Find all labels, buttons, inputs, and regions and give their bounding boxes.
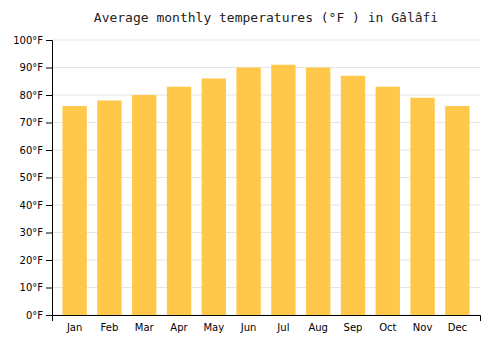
x-tick-label: Aug [308, 322, 328, 333]
bar [62, 106, 86, 315]
x-tick-label: Sep [344, 322, 363, 333]
bar [202, 79, 226, 316]
bar [341, 76, 365, 315]
y-tick-label: 60°F [20, 145, 44, 156]
y-tick-label: 100°F [13, 35, 43, 46]
bar [271, 65, 295, 315]
y-tick: 10°F [20, 282, 52, 293]
y-axis: 0°F 10°F 20°F 30°F 40°F 50°F 60°F 70°F 80°F 90°F 1… [13, 35, 52, 321]
y-tick: 70°F [20, 117, 52, 128]
bar [306, 68, 330, 316]
chart: 0°F 10°F 20°F 30°F 40°F 50°F 60°F 70°F 80°F 90°F 1… [0, 0, 500, 350]
y-tick: 100°F [13, 35, 52, 46]
y-tick: 0°F [26, 310, 52, 321]
y-tick: 40°F [20, 200, 52, 211]
x-tick: Sep [344, 322, 363, 333]
y-tick: 80°F [20, 90, 52, 101]
x-tick: Mar [135, 322, 155, 333]
y-tick-mark [46, 315, 52, 316]
bars [62, 65, 469, 315]
bar [236, 68, 260, 316]
y-tick: 50°F [20, 172, 52, 183]
y-tick-mark [46, 68, 52, 69]
x-tick: Dec [448, 322, 467, 333]
y-tick-label: 40°F [20, 200, 44, 211]
x-tick: Feb [101, 322, 119, 333]
bar [132, 95, 156, 315]
y-tick-mark [46, 40, 52, 41]
y-tick-label: 0°F [26, 310, 43, 321]
grid-line [52, 67, 480, 68]
y-tick-label: 50°F [20, 172, 44, 183]
x-tick-label: May [203, 322, 224, 333]
y-tick: 30°F [20, 227, 52, 238]
bar [445, 106, 469, 315]
y-tick-label: 30°F [20, 227, 44, 238]
x-tick-label: Dec [448, 322, 467, 333]
y-tick-mark [46, 233, 52, 234]
y-tick-mark [46, 123, 52, 124]
title: Average monthly temperatures (°F ) in Gâ… [94, 10, 438, 25]
x-tick: Jun [240, 322, 257, 333]
x-tick: May [203, 322, 224, 333]
y-tick-label: 10°F [20, 282, 44, 293]
y-tick-mark [46, 150, 52, 151]
x-tick: Aug [308, 322, 328, 333]
plot: 0°F 10°F 20°F 30°F 40°F 50°F 60°F 70°F 80°F 90°F 1… [13, 35, 480, 333]
bar [410, 98, 434, 315]
x-tick: Jul [276, 322, 289, 333]
x-tick-label: Jul [276, 322, 289, 333]
x-axis-line [53, 316, 481, 322]
x-tick-label: Nov [413, 322, 433, 333]
grid-line [52, 40, 480, 41]
y-tick: 20°F [20, 255, 52, 266]
x-tick: Apr [170, 322, 188, 333]
y-tick-mark [46, 178, 52, 179]
x-tick-label: Oct [379, 322, 396, 333]
y-tick-label: 80°F [20, 90, 44, 101]
grid [52, 40, 480, 315]
y-tick-mark [46, 260, 52, 261]
y-tick: 60°F [20, 145, 52, 156]
y-tick-label: 70°F [20, 117, 44, 128]
bar [167, 87, 191, 315]
y-tick-label: 90°F [20, 62, 44, 73]
grid-line [52, 95, 480, 96]
y-axis-line [46, 41, 53, 316]
x-tick-label: Feb [101, 322, 119, 333]
x-tick-label: Jun [240, 322, 257, 333]
x-tick-label: Apr [170, 322, 188, 333]
y-tick-mark [46, 205, 52, 206]
x-axis: Jan Feb Mar Apr May Jun Jul Aug Sep Oct Nov Dec [53, 316, 481, 334]
x-tick: Jan [66, 322, 82, 333]
x-tick: Oct [379, 322, 396, 333]
x-tick-label: Jan [66, 322, 82, 333]
x-tick: Nov [413, 322, 433, 333]
bar [376, 87, 400, 315]
y-tick: 90°F [20, 62, 52, 73]
bar [97, 101, 121, 316]
y-tick-mark [46, 288, 52, 289]
y-tick-label: 20°F [20, 255, 44, 266]
y-tick-mark [46, 95, 52, 96]
x-tick-label: Mar [135, 322, 155, 333]
